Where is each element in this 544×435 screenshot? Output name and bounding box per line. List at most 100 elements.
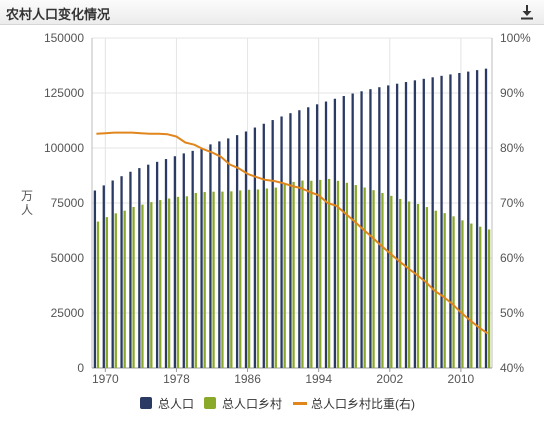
y2-tick-label: 100%	[500, 31, 531, 45]
bar-rural-population	[470, 223, 473, 368]
bar-total-population	[360, 91, 363, 368]
bar-total-population	[253, 127, 257, 368]
bar-total-population	[164, 159, 168, 368]
bar-rural-population	[96, 221, 100, 368]
bar-rural-population	[167, 198, 171, 368]
bar-total-population	[431, 77, 434, 369]
y2-tick-label: 70%	[500, 196, 524, 210]
x-tick-label: 1978	[163, 372, 190, 386]
bar-total-population	[173, 156, 177, 368]
y-tick-label: 125000	[44, 86, 84, 100]
bar-rural-population	[327, 178, 331, 368]
bar-rural-population	[150, 202, 153, 368]
bar-total-population	[129, 171, 132, 368]
bar-total-population	[351, 93, 354, 368]
line-rural-ratio	[96, 131, 489, 335]
download-icon[interactable]	[520, 4, 534, 20]
bar-rural-population	[425, 207, 429, 368]
y-tick-label: 75000	[51, 196, 85, 210]
bar-rural-population	[407, 201, 411, 368]
bar-rural-population	[372, 190, 375, 368]
bar-rural-population	[159, 200, 162, 368]
bar-total-population	[147, 164, 150, 368]
legend-label[interactable]: 总人口	[158, 397, 194, 411]
x-tick-label: 2002	[376, 372, 403, 386]
bar-total-population	[235, 135, 239, 368]
bar-total-population	[244, 131, 248, 368]
bar-rural-population	[239, 190, 242, 368]
legend-swatch[interactable]	[293, 402, 307, 405]
legend-swatch[interactable]	[204, 397, 216, 409]
bar-rural-population	[390, 195, 393, 368]
bar-rural-population	[114, 213, 117, 368]
chart-title: 农村人口变化情况	[6, 8, 111, 23]
bar-total-population	[387, 85, 390, 369]
bar-rural-population	[301, 180, 304, 368]
bar-rural-population	[265, 188, 269, 368]
y2-tick-label: 90%	[500, 86, 524, 100]
bar-rural-population	[443, 213, 446, 368]
bar-rural-population	[399, 198, 402, 368]
bar-rural-population	[416, 204, 420, 368]
x-tick-label: 1970	[92, 372, 119, 386]
y-axis-label: 万	[21, 189, 33, 203]
bar-total-population	[209, 144, 212, 368]
bar-total-population	[413, 80, 417, 369]
bar-rural-population	[487, 229, 491, 368]
bar-rural-population	[292, 181, 295, 368]
bar-rural-population	[123, 210, 126, 368]
y-tick-label: 25000	[51, 306, 85, 320]
chart-svg: 0 25000 50000 75000 100000 125000 150000 40% 50%…	[21, 31, 531, 411]
bar-rural-population	[247, 189, 251, 368]
bar-total-population	[475, 70, 479, 368]
bar-rural-population	[452, 216, 455, 368]
bar-total-population	[191, 150, 194, 368]
bar-total-population	[467, 71, 470, 368]
bar-total-population	[342, 96, 345, 368]
bar-rural-population	[434, 210, 437, 368]
bar-total-population	[315, 104, 319, 368]
bar-rural-population	[363, 187, 366, 368]
bar-rural-population	[345, 182, 349, 368]
bar-rural-population	[185, 196, 189, 368]
y2-tick-label: 50%	[500, 306, 524, 320]
legend-label[interactable]: 总人口乡村	[222, 397, 282, 411]
bar-rural-population	[354, 185, 357, 368]
x-tick-label: 1994	[305, 372, 332, 386]
chart-area: 0 25000 50000 75000 100000 125000 150000 40% 50%…	[0, 25, 544, 430]
bar-rural-population	[319, 179, 322, 368]
y-tick-label: 150000	[44, 31, 84, 45]
bar-total-population	[227, 138, 230, 368]
bar-total-population	[200, 147, 203, 368]
bar-total-population	[449, 74, 452, 368]
y-tick-label: 0	[77, 361, 84, 375]
bar-total-population	[395, 83, 399, 369]
bar-rural-population	[274, 187, 277, 368]
bar-rural-population	[194, 192, 197, 368]
legend-label[interactable]: 总人口乡村比重(右)	[311, 396, 415, 411]
x-tick-label: 2010	[448, 372, 475, 386]
bar-rural-population	[310, 180, 313, 368]
bar-total-population	[102, 185, 105, 368]
bar-rural-population	[230, 191, 233, 368]
bar-rural-population	[479, 226, 482, 368]
bar-rural-population	[176, 196, 180, 368]
y2-tick-label: 40%	[500, 361, 524, 375]
y2-tick-label: 80%	[500, 141, 524, 155]
bar-total-population	[111, 180, 114, 368]
y-tick-label: 100000	[44, 141, 84, 155]
bar-total-population	[333, 98, 337, 368]
legend-swatch[interactable]	[140, 397, 152, 409]
panel-header: 农村人口变化情况	[0, 0, 544, 25]
bar-total-population	[458, 72, 461, 368]
bar-total-population	[93, 190, 97, 368]
bar-rural-population	[336, 180, 340, 368]
bar-total-population	[271, 120, 274, 368]
bar-rural-population	[461, 220, 464, 368]
bar-total-population	[182, 153, 185, 368]
bar-rural-population	[381, 192, 384, 368]
bar-total-population	[369, 89, 372, 368]
y2-tick-label: 60%	[500, 251, 524, 265]
y-tick-label: 50000	[51, 251, 85, 265]
bar-total-population	[138, 168, 141, 368]
